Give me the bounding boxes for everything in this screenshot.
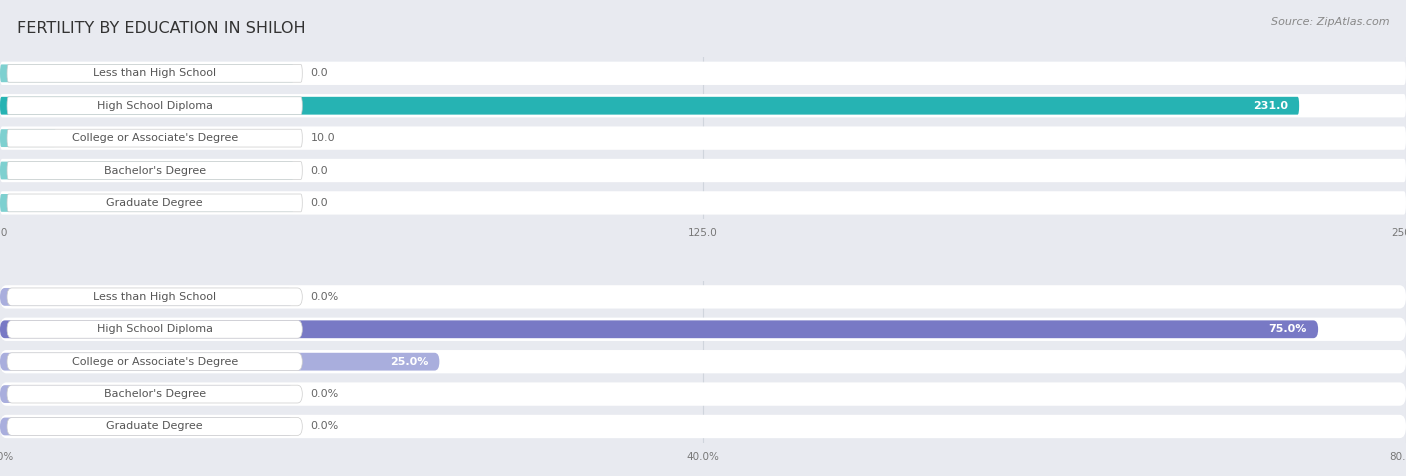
Text: High School Diploma: High School Diploma <box>97 324 212 334</box>
FancyBboxPatch shape <box>0 288 294 306</box>
Text: 10.0: 10.0 <box>311 133 336 143</box>
FancyBboxPatch shape <box>0 350 1406 373</box>
FancyBboxPatch shape <box>0 320 1319 338</box>
Text: 0.0: 0.0 <box>311 166 329 176</box>
Text: Bachelor's Degree: Bachelor's Degree <box>104 166 205 176</box>
FancyBboxPatch shape <box>7 64 302 82</box>
Text: 0.0: 0.0 <box>311 198 329 208</box>
FancyBboxPatch shape <box>7 353 302 371</box>
Text: 0.0%: 0.0% <box>311 292 339 302</box>
FancyBboxPatch shape <box>0 159 1406 182</box>
Text: Bachelor's Degree: Bachelor's Degree <box>104 389 205 399</box>
FancyBboxPatch shape <box>0 417 294 436</box>
FancyBboxPatch shape <box>7 288 302 306</box>
FancyBboxPatch shape <box>0 97 1299 115</box>
Text: College or Associate's Degree: College or Associate's Degree <box>72 133 238 143</box>
FancyBboxPatch shape <box>0 127 1406 150</box>
Text: 25.0%: 25.0% <box>389 357 427 367</box>
FancyBboxPatch shape <box>0 382 1406 406</box>
Text: Less than High School: Less than High School <box>93 69 217 79</box>
Text: 231.0: 231.0 <box>1253 101 1288 111</box>
FancyBboxPatch shape <box>0 353 439 371</box>
FancyBboxPatch shape <box>7 417 302 436</box>
Text: 0.0%: 0.0% <box>311 389 339 399</box>
Text: FERTILITY BY EDUCATION IN SHILOH: FERTILITY BY EDUCATION IN SHILOH <box>17 21 305 37</box>
FancyBboxPatch shape <box>0 94 1406 118</box>
Text: 0.0: 0.0 <box>311 69 329 79</box>
FancyBboxPatch shape <box>0 191 1406 215</box>
Text: College or Associate's Degree: College or Associate's Degree <box>72 357 238 367</box>
Text: 0.0%: 0.0% <box>311 421 339 431</box>
FancyBboxPatch shape <box>7 162 302 179</box>
FancyBboxPatch shape <box>0 385 294 403</box>
FancyBboxPatch shape <box>0 415 1406 438</box>
FancyBboxPatch shape <box>7 129 302 147</box>
FancyBboxPatch shape <box>7 97 302 115</box>
Text: Less than High School: Less than High School <box>93 292 217 302</box>
Text: High School Diploma: High School Diploma <box>97 101 212 111</box>
FancyBboxPatch shape <box>7 385 302 403</box>
FancyBboxPatch shape <box>0 129 56 147</box>
FancyBboxPatch shape <box>0 64 294 82</box>
FancyBboxPatch shape <box>7 320 302 338</box>
Text: Graduate Degree: Graduate Degree <box>107 198 202 208</box>
Text: Source: ZipAtlas.com: Source: ZipAtlas.com <box>1271 17 1389 27</box>
Text: Graduate Degree: Graduate Degree <box>107 421 202 431</box>
FancyBboxPatch shape <box>7 194 302 212</box>
FancyBboxPatch shape <box>0 317 1406 341</box>
FancyBboxPatch shape <box>0 285 1406 308</box>
FancyBboxPatch shape <box>0 162 294 179</box>
FancyBboxPatch shape <box>0 194 294 212</box>
Text: 75.0%: 75.0% <box>1268 324 1308 334</box>
FancyBboxPatch shape <box>0 62 1406 85</box>
